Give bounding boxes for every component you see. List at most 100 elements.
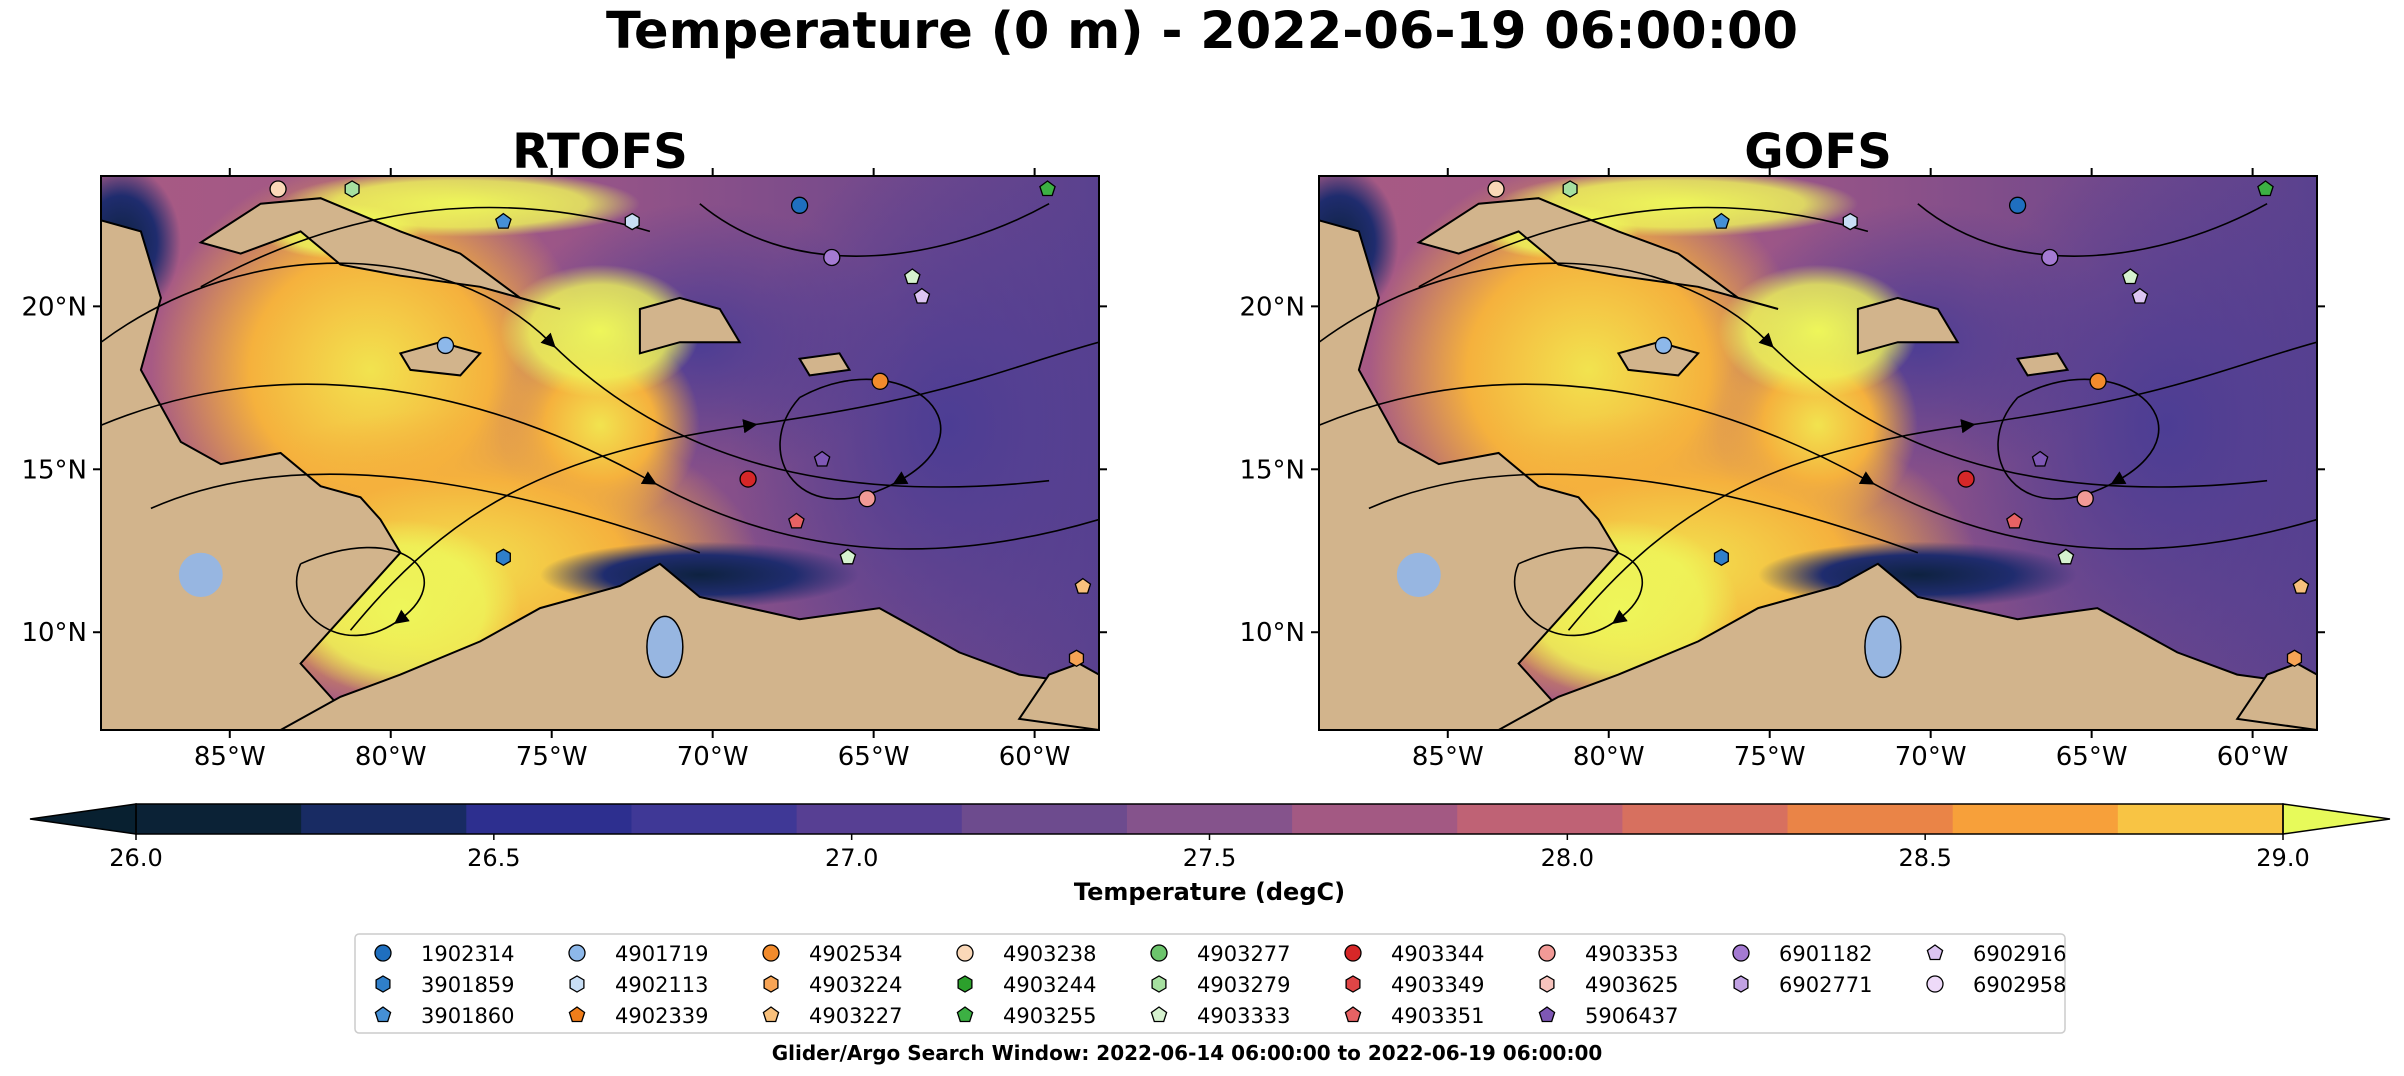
legend-label: 6902958 [1973,973,2067,997]
colorbar-tick-label: 26.5 [467,844,520,872]
float-marker-4903344 [739,470,757,488]
float-marker-4903353 [2076,489,2094,508]
float-marker-4902113 [624,212,640,231]
legend-marker-circle [956,944,974,962]
x-tick-label: 75°W [516,742,588,772]
legend-item-6902771: 6902771 [1733,973,1873,997]
y-tick-label: 15°N [21,455,87,485]
legend-marker-hexagon [763,975,779,993]
legend-marker-circle [1732,944,1750,962]
legend-item-6901182: 6901182 [1732,942,1873,966]
legend-label: 4903279 [1197,973,1291,997]
colorbar-extend-low [29,803,137,835]
float-marker-6901182 [823,248,841,267]
y-tick-label: 20°N [21,292,87,322]
x-tick-label: 70°W [677,742,749,772]
legend-marker-circle [1926,975,1944,993]
streamline [295,546,425,637]
legend-marker-pentagon [762,1006,780,1023]
y-tick-label: 10°N [21,618,87,648]
legend-item-4903344: 4903344 [1344,942,1485,966]
float-marker-4903255 [2257,180,2274,197]
float-marker-6902916 [2131,287,2149,304]
float-marker-4903344 [1957,470,1975,488]
colorbar-segment [961,804,1128,834]
map-frame [1318,175,2318,731]
colorbar-tick-label: 27.5 [1183,844,1236,872]
float-marker-6901182 [2041,248,2059,267]
streamline [1917,203,2268,257]
streamline [1418,206,1869,288]
legend-label: 4903353 [1585,942,1679,966]
legend-item-4903349: 4903349 [1345,973,1485,997]
map-frame [100,175,1100,731]
legend-label: 1902314 [421,942,515,966]
colorbar-tick-label: 27.0 [825,844,878,872]
colorbar-segment [466,804,633,834]
colorbar-segment [136,804,302,834]
legend-marker-hexagon [1539,975,1555,993]
float-marker-4903279 [344,180,360,198]
legend-label: 4903224 [809,973,903,997]
float-marker-3901860 [1713,212,1730,229]
float-marker-4902534 [871,372,889,390]
colorbar-segment [1622,804,1789,834]
land-cuba [1416,197,1779,310]
legend-marker-circle [568,944,586,962]
float-marker-4903227 [1074,577,1092,594]
float-marker-4903333 [839,548,857,565]
x-tick-label: 80°W [355,742,427,772]
colorbar-segment [1126,804,1293,834]
lake-maracaibo [646,615,684,679]
x-tick-label: 60°W [999,742,1071,772]
legend-marker-pentagon [568,1006,586,1023]
legend-marker-circle [1344,944,1362,962]
legend-label: 4902339 [615,1004,709,1028]
float-marker-5906437 [2031,450,2049,467]
map-panel-gofs: GOFS 85°W 80°W 75°W 70°W 65°W 60°W 10°N 15°N 20°N [1239,124,2325,772]
legend-item-4903255: 4903255 [956,1004,1097,1028]
legend-item-4903279: 4903279 [1151,973,1291,997]
float-marker-3901859 [1713,548,1729,567]
legend-label: 4901719 [615,942,709,966]
legend-label: 5906437 [1585,1004,1679,1028]
float-marker-4903333 [2121,268,2139,285]
streamline [200,206,651,288]
legend-marker-circle [374,944,392,962]
float-marker-4901719 [1654,336,1673,355]
float-marker-5906437 [813,450,831,467]
legend-label: 6902916 [1973,942,2067,966]
legend-marker-pentagon [374,1006,392,1023]
lake-nicaragua [1396,552,1441,598]
legend-label: 3901859 [421,973,515,997]
legend: 1902314 3901859 3901860 4901719 4902113 49023… [354,933,2067,1065]
legend-item-3901860: 3901860 [374,1004,515,1028]
float-marker-4903333 [903,268,921,285]
legend-label: 4903351 [1391,1004,1485,1028]
colorbar-tick-label: 29.0 [2256,844,2309,872]
legend-label: 4903625 [1585,973,1679,997]
legend-marker-hexagon [569,975,585,993]
x-tick-label: 85°W [1412,742,1484,772]
legend-item-1902314: 1902314 [374,942,515,966]
legend-label: 4903244 [1003,973,1097,997]
search-window-footer: Glider/Argo Search Window: 2022-06-14 06… [772,1041,1603,1065]
y-tick-label: 10°N [1239,618,1305,648]
temperature-contour [500,264,700,398]
float-marker-4902534 [2089,372,2107,390]
legend-marker-pentagon [1150,1006,1168,1023]
streamline [1567,341,2317,631]
legend-marker-circle [1150,944,1168,962]
legend-item-5906437: 5906437 [1538,1004,1679,1028]
legend-item-6902958: 6902958 [1926,973,2067,997]
land-jamaica [1616,341,1701,377]
y-tick-label: 15°N [1239,455,1305,485]
x-tick-label: 80°W [1573,742,1645,772]
legend-box [354,933,2066,1034]
legend-item-4903224: 4903224 [763,973,903,997]
legend-marker-circle [762,944,780,962]
figure-title: Temperature (0 m) - 2022-06-19 06:00:00 [606,2,1798,61]
land-trinidad [2235,662,2317,730]
legend-label: 4902534 [809,942,903,966]
legend-marker-circle [1538,944,1556,962]
